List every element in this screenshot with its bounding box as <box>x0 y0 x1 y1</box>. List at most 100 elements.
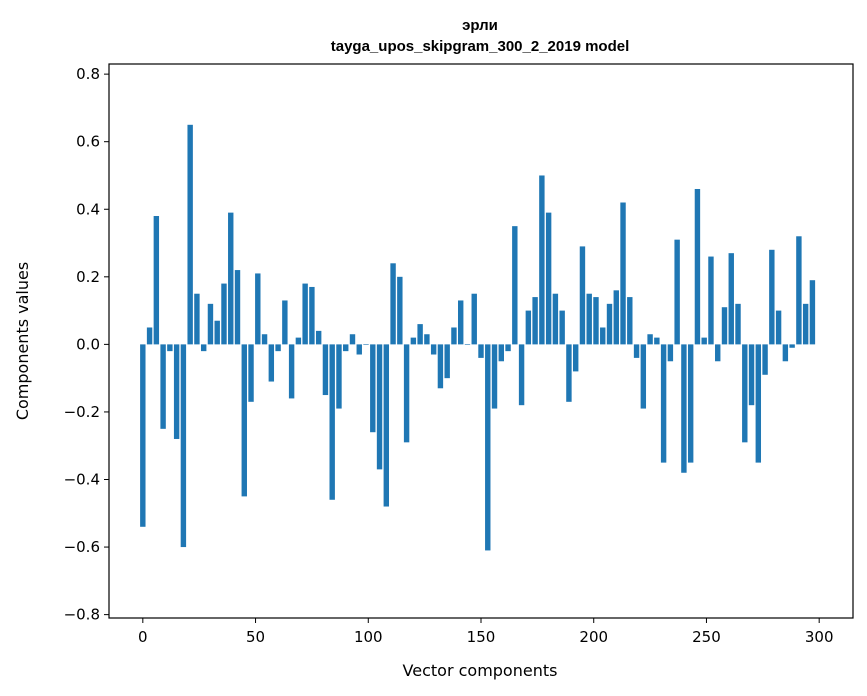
bar <box>160 344 166 429</box>
bar <box>769 249 775 345</box>
bar <box>674 239 680 345</box>
bar <box>336 344 342 409</box>
bar <box>268 344 275 382</box>
bar <box>207 303 214 345</box>
x-tick-label: 100 <box>354 628 383 646</box>
bar <box>424 334 430 345</box>
bar <box>552 293 559 345</box>
bar <box>566 344 572 402</box>
bar <box>403 344 410 443</box>
bar <box>660 344 667 463</box>
bar <box>485 344 491 551</box>
x-axis-ticks: 0 50 100 150 200 250 300 <box>138 618 834 646</box>
bar <box>647 334 653 345</box>
bar <box>667 344 674 362</box>
bar <box>173 344 180 439</box>
bar <box>390 263 396 345</box>
x-tick-label: 250 <box>692 628 721 646</box>
bar <box>194 293 200 345</box>
bar <box>701 337 707 345</box>
bar <box>742 344 748 443</box>
bar <box>458 300 464 345</box>
bar <box>437 344 444 389</box>
bar <box>572 344 579 372</box>
bar <box>600 327 606 345</box>
bar <box>221 283 227 345</box>
bar <box>620 202 626 345</box>
bar <box>782 344 789 362</box>
bar <box>343 344 349 352</box>
bar <box>512 226 518 345</box>
x-axis-label: Vector components <box>403 661 558 680</box>
y-tick-label: 0.4 <box>76 200 100 218</box>
bar <box>559 310 565 345</box>
x-tick-label: 200 <box>579 628 608 646</box>
bar <box>234 270 241 345</box>
y-tick-label: −0.2 <box>64 403 100 421</box>
bar <box>167 344 173 352</box>
bar <box>789 344 795 348</box>
x-tick-label: 150 <box>467 628 496 646</box>
bar <box>397 276 403 345</box>
bar <box>410 337 417 345</box>
bar <box>627 297 633 345</box>
bar <box>322 344 329 396</box>
chart-title: эрли <box>462 17 498 34</box>
bar <box>248 344 254 402</box>
y-tick-label: 0.8 <box>76 65 100 83</box>
bar <box>579 246 586 345</box>
bar <box>796 236 802 345</box>
y-tick-label: 0.0 <box>76 335 100 353</box>
bar <box>383 344 390 507</box>
bar <box>376 344 383 470</box>
bar <box>363 344 369 345</box>
bar <box>153 216 160 345</box>
bar <box>417 324 423 345</box>
bar <box>315 330 322 345</box>
y-tick-label: −0.6 <box>64 538 100 556</box>
bar <box>471 293 477 345</box>
bar <box>505 344 511 352</box>
bar <box>809 280 816 345</box>
bar <box>180 344 187 548</box>
y-axis-label: Components values <box>13 262 32 420</box>
bar <box>545 212 552 345</box>
bar <box>187 124 193 345</box>
bar <box>775 310 782 345</box>
bar <box>288 344 295 399</box>
bar <box>735 303 741 345</box>
bar <box>498 344 504 362</box>
bar <box>681 344 687 473</box>
bar <box>302 283 308 345</box>
bar <box>295 337 302 345</box>
bars-group <box>140 124 816 551</box>
bar <box>687 344 694 463</box>
bar <box>694 188 701 345</box>
y-tick-label: −0.8 <box>64 606 100 624</box>
bar <box>309 286 315 345</box>
bar <box>282 300 288 345</box>
bar <box>532 297 538 345</box>
bar <box>370 344 376 433</box>
bar <box>478 344 484 358</box>
bar <box>715 344 721 362</box>
bar <box>525 310 532 345</box>
bar <box>255 273 261 345</box>
bar <box>146 327 153 345</box>
x-tick-label: 300 <box>805 628 834 646</box>
bar <box>241 344 247 497</box>
bar <box>755 344 762 463</box>
chart-subtitle: tayga_upos_skipgram_300_2_2019 model <box>331 38 630 55</box>
bar <box>606 303 613 345</box>
bar <box>762 344 768 375</box>
x-tick-label: 50 <box>246 628 265 646</box>
bar <box>613 290 619 345</box>
y-tick-label: −0.4 <box>64 471 100 489</box>
x-tick-label: 0 <box>138 628 148 646</box>
bar <box>593 297 599 345</box>
bar <box>140 344 146 527</box>
y-axis-ticks: −0.8 −0.6 −0.4 −0.2 0.0 0.2 0.4 0.6 0.8 <box>64 65 109 624</box>
bar <box>356 344 362 355</box>
plot-frame <box>108 63 854 619</box>
